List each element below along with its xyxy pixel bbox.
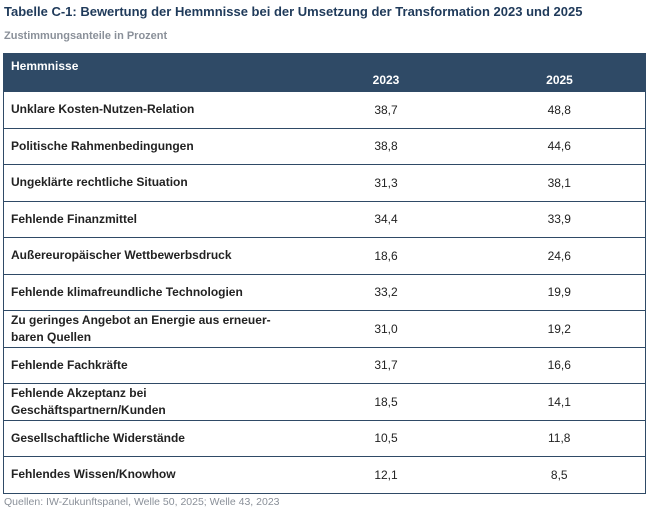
- table-row: Fehlende Akzeptanz bei Geschäftspartnern/…: [3, 383, 646, 421]
- table-title: Tabelle C-1: Bewertung der Hemmnisse bei…: [4, 4, 583, 19]
- value-2023: 38,8: [298, 127, 474, 165]
- column-header-hemmnisse: Hemmnisse: [3, 53, 299, 92]
- value-2023: 33,2: [298, 273, 474, 311]
- row-label: Fehlende Fachkräfte: [3, 346, 299, 384]
- table-row: Ungeklärte rechtliche Situation 31,3 38,1: [3, 164, 646, 202]
- table-subtitle: Zustimmungsanteile in Prozent: [4, 30, 168, 42]
- value-2023: 10,5: [298, 419, 474, 457]
- value-2025: 11,8: [473, 419, 646, 457]
- value-2025: 44,6: [473, 127, 646, 165]
- value-2023: 31,3: [298, 164, 474, 202]
- value-2023: 31,7: [298, 346, 474, 384]
- table-row: Fehlende Fachkräfte 31,7 16,6: [3, 346, 646, 384]
- row-label: Außereuropäischer Wettbewerbsdruck: [3, 237, 299, 275]
- value-2023: 31,0: [298, 310, 474, 348]
- table-row: Unklare Kosten-Nutzen-Relation 38,7 48,8: [3, 91, 646, 129]
- value-2023: 18,6: [298, 237, 474, 275]
- data-table: Hemmnisse 2023 2025 Unklare Kosten-Nutze…: [3, 53, 646, 494]
- value-2025: 8,5: [473, 456, 646, 494]
- value-2025: 24,6: [473, 237, 646, 275]
- value-2023: 18,5: [298, 383, 474, 421]
- value-2025: 33,9: [473, 200, 646, 238]
- value-2025: 14,1: [473, 383, 646, 421]
- row-label: Politische Rahmenbedingungen: [3, 127, 299, 165]
- row-label: Unklare Kosten-Nutzen-Relation: [3, 91, 299, 129]
- column-header-2023: 2023: [298, 53, 474, 92]
- row-label: Ungeklärte rechtliche Situation: [3, 164, 299, 202]
- value-2025: 16,6: [473, 346, 646, 384]
- value-2025: 48,8: [473, 91, 646, 129]
- value-2025: 19,2: [473, 310, 646, 348]
- table-row: Politische Rahmenbedingungen 38,8 44,6: [3, 127, 646, 165]
- value-2023: 34,4: [298, 200, 474, 238]
- row-label: Fehlende Finanzmittel: [3, 200, 299, 238]
- table-header-row: Hemmnisse 2023 2025: [3, 53, 646, 92]
- table-row: Fehlende Finanzmittel 34,4 33,9: [3, 200, 646, 238]
- table-row: Außereuropäischer Wettbewerbsdruck 18,6 24…: [3, 237, 646, 275]
- column-header-2025: 2025: [473, 53, 646, 92]
- row-label: Zu geringes Angebot an Energie aus erneu…: [3, 310, 299, 348]
- row-label: Fehlende klimafreundliche Technologien: [3, 273, 299, 311]
- row-label: Gesellschaftliche Widerstände: [3, 419, 299, 457]
- row-label: Fehlendes Wissen/Knowhow: [3, 456, 299, 494]
- table-row: Fehlendes Wissen/Knowhow 12,1 8,5: [3, 456, 646, 494]
- value-2025: 19,9: [473, 273, 646, 311]
- row-label: Fehlende Akzeptanz bei Geschäftspartnern/…: [3, 383, 299, 421]
- value-2023: 38,7: [298, 91, 474, 129]
- table-row: Zu geringes Angebot an Energie aus erneu…: [3, 310, 646, 348]
- value-2025: 38,1: [473, 164, 646, 202]
- table-row: Fehlende klimafreundliche Technologien 33…: [3, 273, 646, 311]
- table-row: Gesellschaftliche Widerstände 10,5 11,8: [3, 419, 646, 457]
- source-note: Quellen: IW-Zukunftspanel, Welle 50, 202…: [4, 496, 280, 508]
- table-body: Unklare Kosten-Nutzen-Relation 38,7 48,8 Po…: [3, 91, 646, 494]
- value-2023: 12,1: [298, 456, 474, 494]
